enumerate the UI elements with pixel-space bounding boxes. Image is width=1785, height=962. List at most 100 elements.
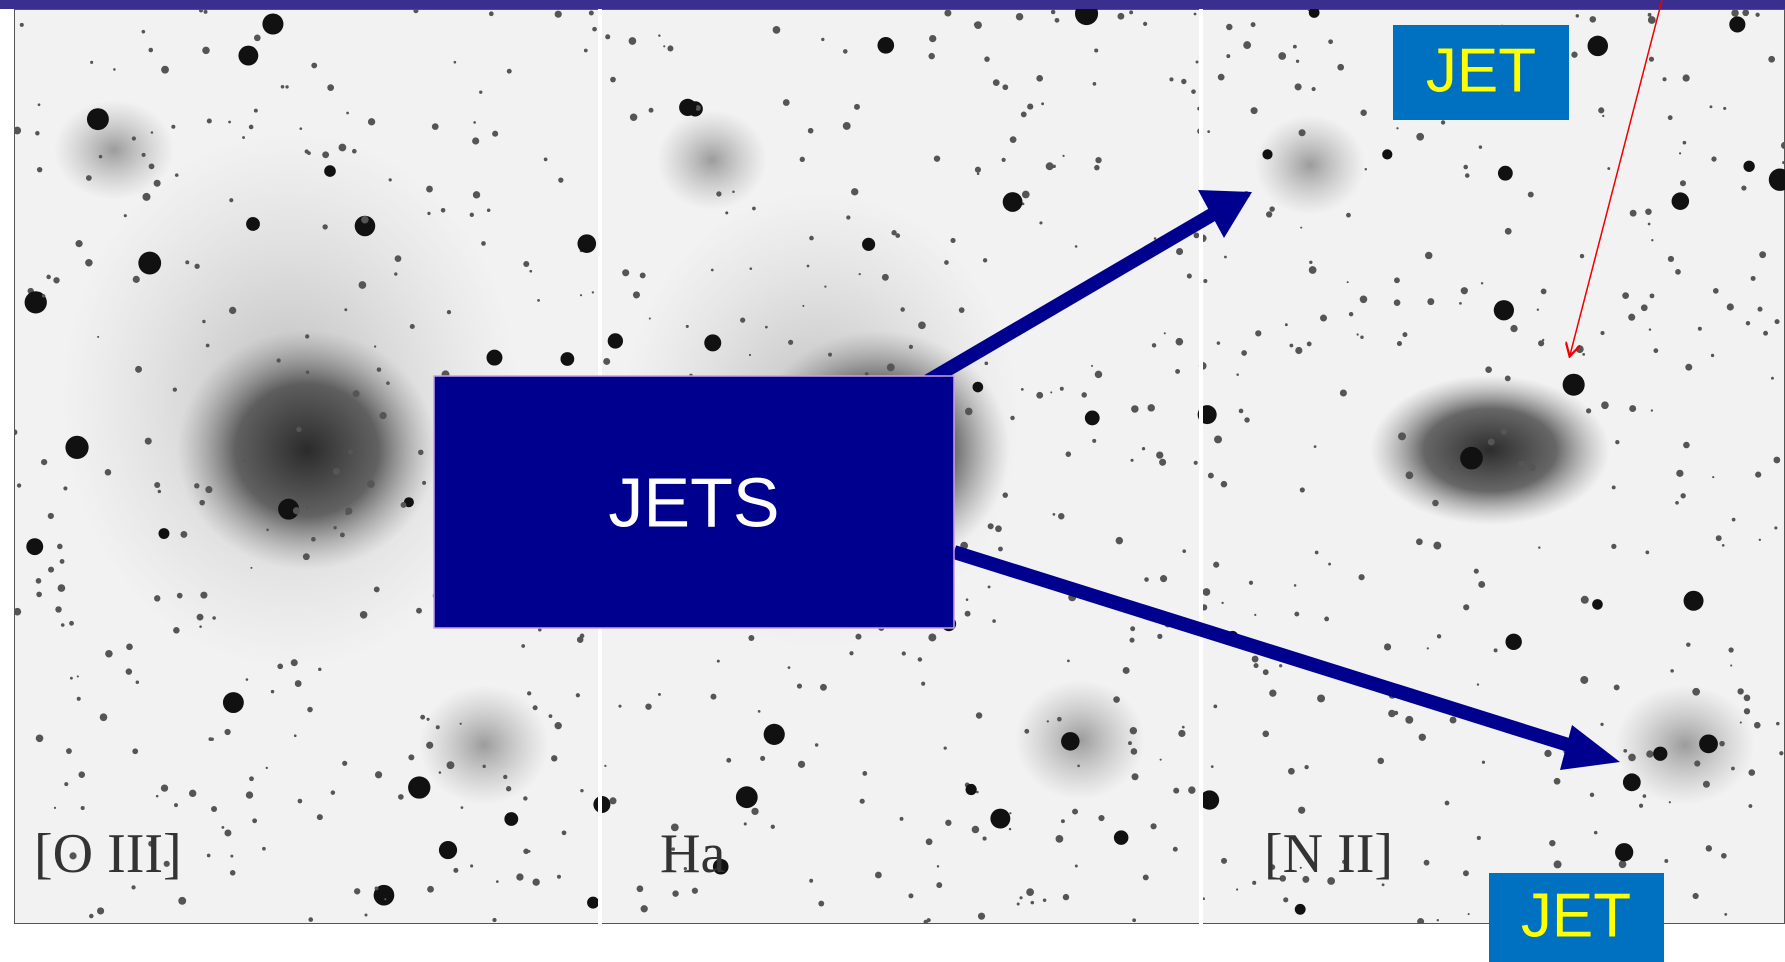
star — [937, 865, 939, 867]
star — [752, 207, 756, 211]
star — [523, 261, 529, 267]
star — [984, 56, 989, 61]
star — [353, 390, 360, 397]
star — [558, 178, 563, 183]
star — [740, 318, 745, 323]
star — [523, 796, 527, 800]
star — [1293, 45, 1297, 49]
star — [580, 789, 583, 792]
star — [1255, 330, 1261, 336]
star — [197, 614, 204, 621]
star — [1576, 345, 1584, 353]
star — [1394, 711, 1398, 715]
star — [70, 677, 73, 680]
star — [1437, 634, 1441, 638]
star — [439, 841, 457, 859]
star — [422, 481, 426, 485]
star — [180, 531, 187, 538]
star — [1774, 526, 1777, 529]
star — [1683, 141, 1687, 145]
star — [439, 771, 442, 774]
star — [1213, 705, 1217, 709]
star — [1563, 374, 1585, 396]
star — [1026, 888, 1034, 896]
star — [229, 307, 236, 314]
star — [1759, 251, 1766, 258]
star — [909, 345, 913, 349]
star — [1191, 89, 1196, 94]
star — [1505, 228, 1512, 235]
star — [1775, 319, 1780, 324]
star — [605, 34, 610, 39]
star — [658, 34, 660, 36]
star — [1249, 581, 1253, 585]
star — [1143, 22, 1147, 26]
star — [528, 850, 531, 853]
star — [1740, 721, 1742, 723]
star — [1586, 408, 1591, 413]
star — [1398, 432, 1406, 440]
star — [486, 350, 502, 366]
star — [749, 267, 752, 270]
star — [1061, 732, 1080, 751]
star — [1494, 648, 1498, 652]
star — [173, 627, 180, 634]
star — [1150, 823, 1156, 829]
star — [843, 122, 851, 130]
star — [1194, 461, 1198, 465]
star — [344, 308, 347, 311]
star — [364, 914, 367, 917]
star — [48, 567, 54, 573]
star — [592, 27, 597, 32]
star — [460, 723, 462, 725]
star — [1263, 669, 1269, 675]
star — [322, 224, 327, 229]
star — [1405, 716, 1413, 724]
star — [221, 826, 224, 829]
star — [1053, 513, 1056, 516]
star — [1598, 107, 1604, 113]
star — [228, 121, 231, 124]
star — [976, 712, 982, 718]
star — [206, 344, 210, 348]
star — [1648, 16, 1656, 24]
star — [322, 151, 329, 158]
star — [1679, 152, 1681, 154]
star — [975, 167, 981, 173]
star — [306, 370, 310, 374]
star — [1081, 392, 1086, 397]
page: [O III] Ha [N II] JETS JET JET (() => { … — [0, 0, 1785, 962]
star — [368, 118, 375, 125]
star — [1692, 688, 1700, 696]
star — [1528, 463, 1536, 471]
star — [454, 61, 457, 64]
star — [1651, 409, 1653, 411]
star — [1639, 804, 1643, 808]
star — [1468, 913, 1470, 915]
star — [984, 362, 988, 366]
star — [828, 353, 832, 357]
star — [1160, 575, 1167, 582]
star — [562, 830, 567, 835]
star — [1152, 343, 1156, 347]
star — [1169, 77, 1173, 81]
star — [1296, 60, 1299, 63]
star — [1244, 417, 1249, 422]
star — [262, 13, 283, 34]
star — [472, 137, 479, 144]
star — [194, 264, 199, 269]
star — [1571, 52, 1577, 58]
star — [1075, 864, 1078, 867]
star — [1723, 107, 1726, 110]
star — [1519, 461, 1525, 467]
star — [1541, 289, 1547, 295]
star — [1751, 276, 1756, 281]
star — [1757, 307, 1762, 312]
star — [207, 118, 212, 123]
star — [436, 725, 440, 729]
star — [1602, 115, 1604, 117]
star — [142, 30, 146, 34]
star — [1463, 604, 1469, 610]
star — [1675, 269, 1681, 275]
star — [921, 682, 925, 686]
